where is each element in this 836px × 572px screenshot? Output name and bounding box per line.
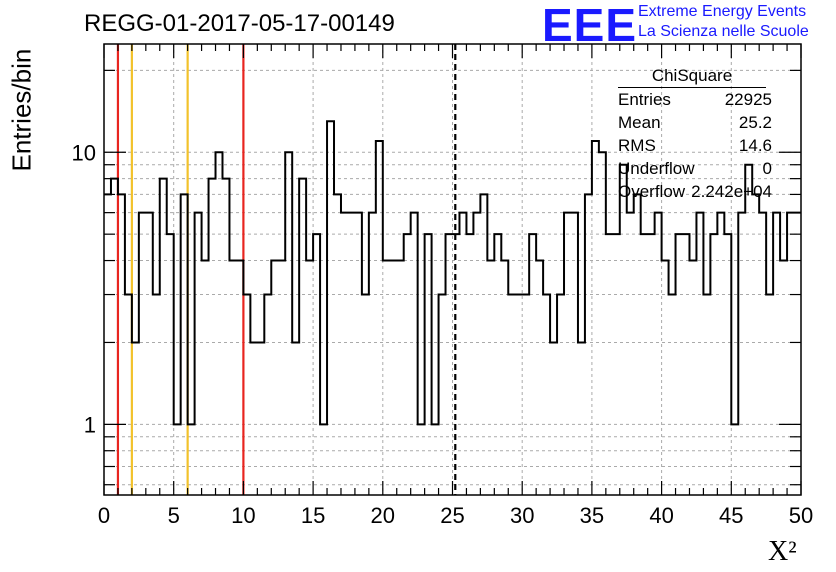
x-tick-label: 45 bbox=[719, 503, 743, 528]
stat-value: 25.2 bbox=[738, 113, 772, 132]
tick-labels: 0 5 10 15 20 25 30 35 40 45 50 1 10 bbox=[72, 140, 814, 528]
x-tick-label: 20 bbox=[371, 503, 395, 528]
stat-label: Entries bbox=[618, 90, 671, 109]
eee-logo: EEE bbox=[542, 0, 638, 51]
x-tick-label: 5 bbox=[168, 503, 180, 528]
stat-label: Underflow bbox=[618, 159, 695, 178]
x-tick-label: 50 bbox=[789, 503, 813, 528]
logo-caption-line2: La Scienza nelle Scuole bbox=[638, 23, 809, 40]
stat-label: Mean bbox=[618, 113, 661, 132]
stat-value: 22925 bbox=[724, 90, 772, 109]
stat-row-rms: RMS 14.6 bbox=[612, 134, 772, 157]
reference-lines bbox=[116, 44, 457, 495]
x-tick-label: 25 bbox=[440, 503, 464, 528]
logo-caption-line1: Extreme Energy Events bbox=[638, 3, 807, 20]
page-title: REGG-01-2017-05-17-00149 bbox=[84, 10, 395, 37]
x-tick-label: 0 bbox=[98, 503, 110, 528]
histogram-series bbox=[104, 120, 801, 426]
stat-label: Overflow bbox=[618, 182, 686, 201]
x-tick-label: 40 bbox=[649, 503, 673, 528]
stat-row-overflow: Overflow 2.242e+04 bbox=[612, 180, 772, 203]
stat-label: RMS bbox=[618, 136, 656, 155]
stats-title: ChiSquare bbox=[618, 66, 766, 88]
x-tick-label: 30 bbox=[510, 503, 534, 528]
stats-box: ChiSquare Entries 22925 Mean 25.2 RMS 14… bbox=[612, 66, 772, 203]
x-axis-label: X² bbox=[768, 536, 797, 567]
stat-row-entries: Entries 22925 bbox=[612, 88, 772, 111]
stat-value: 2.242e+04 bbox=[691, 182, 772, 201]
stat-value: 0 bbox=[762, 159, 772, 178]
y-tick-label: 10 bbox=[72, 140, 96, 165]
y-axis-label: Entries/bin bbox=[6, 48, 37, 172]
stat-value: 14.6 bbox=[738, 136, 772, 155]
grid-layer bbox=[104, 44, 801, 495]
y-tick-label: 1 bbox=[84, 412, 96, 437]
stat-row-underflow: Underflow 0 bbox=[612, 157, 772, 180]
x-tick-label: 10 bbox=[231, 503, 255, 528]
axis-ticks bbox=[103, 44, 802, 495]
x-tick-label: 35 bbox=[580, 503, 604, 528]
stat-row-mean: Mean 25.2 bbox=[612, 111, 772, 134]
x-tick-label: 15 bbox=[301, 503, 325, 528]
